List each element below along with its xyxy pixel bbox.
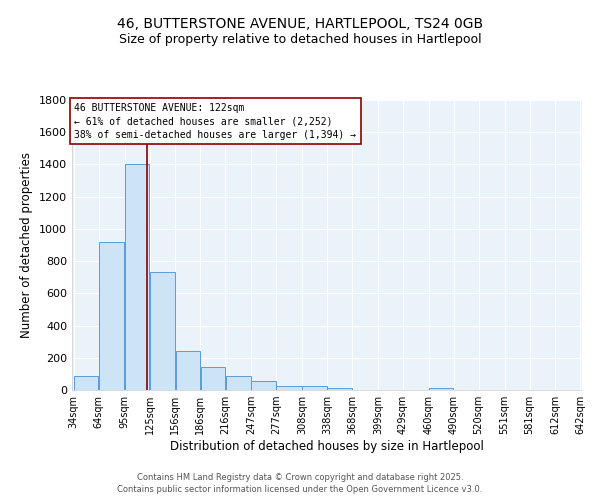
Bar: [150, 272, 175, 390]
Bar: [74, 376, 98, 390]
Text: 46 BUTTERSTONE AVENUE: 122sqm
← 61% of detached houses are smaller (2,252)
38% o: 46 BUTTERSTONE AVENUE: 122sqm ← 61% of d…: [74, 103, 356, 140]
Text: Size of property relative to detached houses in Hartlepool: Size of property relative to detached ho…: [119, 32, 481, 46]
Bar: [327, 388, 352, 390]
Text: Contains public sector information licensed under the Open Government Licence v3: Contains public sector information licen…: [118, 485, 482, 494]
Bar: [176, 350, 200, 390]
Bar: [200, 366, 225, 390]
Text: Contains HM Land Registry data © Crown copyright and database right 2025.: Contains HM Land Registry data © Crown c…: [137, 472, 463, 482]
X-axis label: Distribution of detached houses by size in Hartlepool: Distribution of detached houses by size …: [170, 440, 484, 453]
Bar: [99, 242, 124, 390]
Text: 46, BUTTERSTONE AVENUE, HARTLEPOOL, TS24 0GB: 46, BUTTERSTONE AVENUE, HARTLEPOOL, TS24…: [117, 18, 483, 32]
Bar: [125, 164, 149, 390]
Bar: [277, 386, 302, 390]
Y-axis label: Number of detached properties: Number of detached properties: [20, 152, 34, 338]
Bar: [302, 386, 327, 390]
Bar: [429, 388, 454, 390]
Bar: [251, 381, 276, 390]
Bar: [226, 376, 251, 390]
